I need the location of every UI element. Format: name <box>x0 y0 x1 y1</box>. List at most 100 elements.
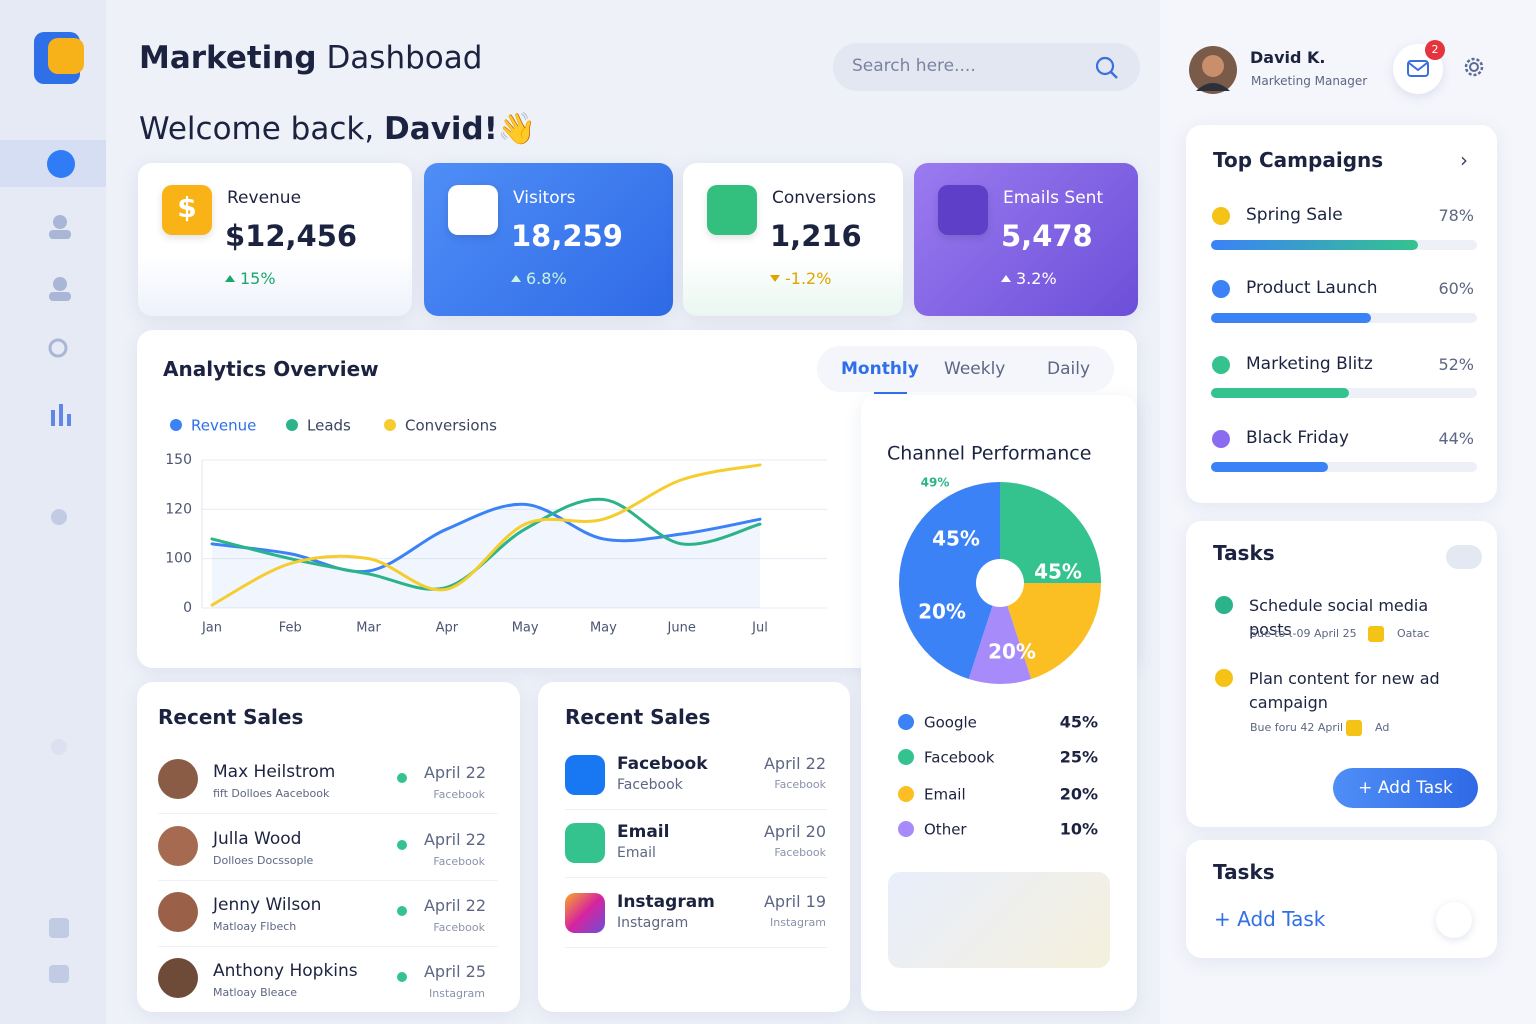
tab[interactable]: Monthly <box>841 359 919 379</box>
avatar <box>158 826 198 866</box>
trend-arrow <box>225 275 235 282</box>
stat-icon <box>707 185 757 235</box>
stat-value: 5,478 <box>1001 219 1093 253</box>
task-title: Schedule social media posts <box>1249 596 1429 639</box>
progress-bar <box>1211 240 1419 250</box>
sale-source: Facebook <box>433 855 485 868</box>
card-title: Top Campaigns <box>1213 148 1384 172</box>
search-icon[interactable] <box>1094 55 1120 81</box>
channel-date: April 19 <box>763 892 826 911</box>
campaign-icon <box>1212 356 1230 374</box>
y-tick-label: 100 <box>165 551 192 567</box>
status-dot <box>397 773 407 783</box>
task-tag-icon <box>1346 720 1362 736</box>
trend-arrow <box>511 275 521 282</box>
mail-icon <box>1407 60 1429 77</box>
illustration <box>888 872 1110 968</box>
row-divider <box>158 880 498 881</box>
sale-name: Anthony Hopkins <box>213 961 358 981</box>
task-status <box>1215 596 1233 614</box>
progress-bar <box>1211 313 1371 323</box>
nav-icon[interactable] <box>51 509 67 525</box>
campaign-value: 60% <box>1438 279 1474 298</box>
title-bold: Marketing <box>139 40 317 76</box>
line <box>210 502 762 574</box>
legend-dot <box>170 419 182 431</box>
nav-icon[interactable] <box>51 410 55 426</box>
channel-source: Facebook <box>774 778 826 791</box>
campaign-icon <box>1212 207 1230 225</box>
stat-value: 1,216 <box>770 219 862 253</box>
campaign-name: Product Launch <box>1246 278 1378 298</box>
sale-detail: fift Dolloes Aacebook <box>213 787 330 800</box>
legend-dot <box>898 786 914 802</box>
channel-source: Instagram <box>770 916 826 929</box>
row-divider <box>158 813 498 814</box>
legend-label: Other <box>924 821 967 839</box>
campaign-value: 44% <box>1438 429 1474 448</box>
row-divider <box>565 809 827 810</box>
channel-date: April 22 <box>763 754 826 773</box>
x-tick-label: Mar <box>356 621 381 636</box>
avatar <box>158 958 198 998</box>
line <box>210 463 762 607</box>
nav-icon[interactable] <box>49 918 69 938</box>
campaign-name: Marketing Blitz <box>1246 354 1373 374</box>
task-meta: Sue to ι-09 April 25 <box>1250 627 1357 640</box>
tab[interactable]: Weekly <box>944 359 1006 379</box>
x-tick-label: May <box>512 621 539 636</box>
card-title: Recent Sales <box>565 705 711 729</box>
legend-value: 45% <box>1060 713 1098 732</box>
tasks2-card <box>1186 840 1497 958</box>
slice-annotation: 45% <box>932 527 980 551</box>
logo <box>48 38 84 74</box>
nav-icon[interactable] <box>48 338 68 358</box>
nav-icon[interactable] <box>51 739 67 755</box>
add-task-button[interactable]: + Add Task <box>1333 768 1478 808</box>
x-tick-label: Jan <box>201 621 222 636</box>
profile-role: Marketing Manager <box>1251 74 1368 88</box>
profile-name: David K. <box>1250 48 1326 67</box>
chevron-button <box>1436 902 1472 938</box>
card-title: Tasks <box>1213 860 1275 884</box>
task-tag: Oatac <box>1397 627 1430 640</box>
sale-name: Jenny Wilson <box>213 895 322 915</box>
row-divider <box>565 877 827 878</box>
legend-value: 25% <box>1060 748 1098 767</box>
stat-label: Visitors <box>513 188 576 208</box>
legend-dot <box>898 821 914 837</box>
sale-source: Facebook <box>433 788 485 801</box>
nav-icon[interactable] <box>47 150 75 178</box>
trend-arrow <box>225 275 235 282</box>
campaign-icon <box>1212 280 1230 298</box>
campaign-value: 78% <box>1438 206 1474 225</box>
sale-detail: Matloay Bleace <box>213 986 298 999</box>
sale-date: April 22 <box>423 896 486 915</box>
sale-date: April 22 <box>423 763 486 782</box>
card-title: Recent Sales <box>158 705 304 729</box>
channel-name: Instagram <box>617 892 715 912</box>
nav-icon[interactable] <box>53 277 67 291</box>
nav-icon[interactable] <box>53 215 67 229</box>
search-box[interactable] <box>833 43 1140 91</box>
pie-slice <box>1000 583 1101 680</box>
channel-icon <box>565 893 605 933</box>
row-divider <box>565 947 827 948</box>
stat-label: Revenue <box>227 188 302 208</box>
search-placeholder: Search here.... <box>852 56 976 76</box>
y-tick-label: 0 <box>183 600 192 616</box>
campaign-name: Spring Sale <box>1246 205 1343 225</box>
settings-icon[interactable] <box>1461 54 1487 80</box>
avatar[interactable] <box>1188 45 1238 95</box>
stat-label: Conversions <box>772 188 877 208</box>
title-rest: Dashboad <box>326 40 483 76</box>
stat-change: 15% <box>240 269 276 288</box>
nav-icon[interactable] <box>49 965 69 983</box>
add-task-link[interactable]: + Add Task <box>1214 907 1326 931</box>
row-divider <box>158 946 498 947</box>
channel-source: Facebook <box>774 846 826 859</box>
tab[interactable]: Daily <box>1047 359 1091 379</box>
legend-value: 10% <box>1060 820 1098 839</box>
y-tick-label: 120 <box>165 501 192 517</box>
